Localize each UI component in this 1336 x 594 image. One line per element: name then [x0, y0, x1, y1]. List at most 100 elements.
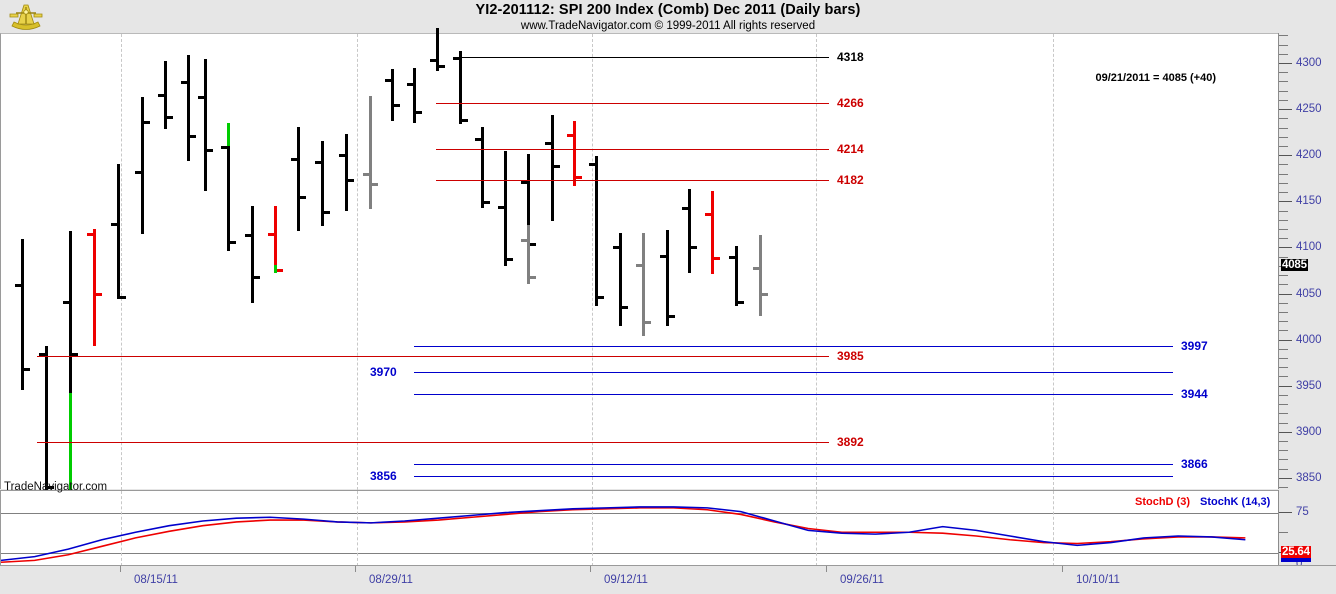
price-tick-4300 [1279, 63, 1292, 64]
stochastic-pane[interactable] [0, 490, 1279, 566]
bar-open-tick [407, 83, 413, 86]
bar-range [251, 206, 254, 303]
level-label-4182: 4182 [837, 173, 864, 187]
level-line-3970[interactable] [414, 372, 1173, 373]
price-tick-4150 [1279, 201, 1292, 203]
level-label-3856: 3856 [370, 469, 397, 483]
bar-close-tick [96, 293, 102, 296]
price-minor-tick [1279, 348, 1288, 350]
legend-stochd[interactable]: StochD (3) [1135, 496, 1190, 508]
bar-open-tick [545, 142, 551, 145]
bar-range [321, 141, 324, 226]
gridline-0 [121, 34, 122, 490]
price-minor-tick [1279, 358, 1288, 360]
ind-gridline-4 [1053, 491, 1054, 566]
stochastic-curves [1, 491, 1279, 566]
price-axis[interactable]: 4300 4250 4200 4150 4100 4050 4000 3950 3900 3850… [1278, 33, 1336, 516]
price-tick-3850 [1279, 477, 1292, 479]
price-minor-tick [1279, 182, 1288, 184]
bar-range [93, 229, 96, 346]
bar-close-tick [72, 353, 78, 356]
price-tick-4050 [1279, 293, 1292, 295]
bar-close-tick [622, 306, 628, 309]
bar-range [297, 127, 300, 231]
price-minor-tick [1279, 81, 1288, 83]
level-line-3997[interactable] [414, 346, 1173, 347]
price-minor-tick [1279, 413, 1288, 415]
price-minor-tick [1279, 459, 1288, 461]
level-line-3944[interactable] [414, 394, 1173, 395]
price-minor-tick [1279, 53, 1288, 55]
level-label-3892: 3892 [837, 435, 864, 449]
gridline-4 [1053, 34, 1054, 490]
bar-close-tick [324, 211, 330, 214]
date-axis[interactable]: 08/15/11 08/29/11 09/12/11 09/26/11 10/10/11 [0, 565, 1336, 594]
ind-tick-75 [1279, 512, 1292, 513]
bar-close-tick [530, 276, 536, 279]
bar-range [759, 235, 762, 316]
bar-close-tick [300, 196, 306, 199]
level-label-3944: 3944 [1181, 387, 1208, 401]
stoch-line [1, 507, 1245, 560]
level-line-3866[interactable] [414, 464, 1173, 465]
page-title: YI2-201112: SPI 200 Index (Comb) Dec 201… [475, 2, 861, 18]
price-minor-tick [1279, 44, 1288, 46]
level-line-4266[interactable] [436, 103, 829, 104]
price-minor-tick [1279, 376, 1288, 378]
bar-range [274, 206, 277, 273]
bar-open-tick [636, 264, 642, 267]
gridline-3 [816, 34, 817, 490]
stoch-level-75 [1, 513, 1279, 514]
bar-close-tick [462, 119, 468, 122]
price-tick-3950 [1279, 385, 1292, 387]
bar-range [595, 156, 598, 306]
level-line-4318[interactable] [456, 57, 829, 58]
price-minor-tick [1279, 228, 1288, 230]
bar-open-tick [498, 206, 504, 209]
level-label-3970: 3970 [370, 365, 397, 379]
level-label-4318: 4318 [837, 50, 864, 64]
date-label-1: 08/29/11 [369, 574, 413, 586]
ind-label-0: 0 [1296, 558, 1303, 570]
gridline-2 [592, 34, 593, 490]
bar-open-tick [268, 233, 274, 236]
price-chart-pane[interactable]: 4318 4266 4214 4182 3997 3985 3970 3944 3892 3866… [0, 28, 1278, 490]
level-line-4214[interactable] [436, 149, 829, 150]
price-label-4300: 4300 [1296, 57, 1322, 69]
bar-close-tick [738, 301, 744, 304]
ind-gridline-2 [592, 491, 593, 566]
level-line-3856[interactable] [414, 476, 1173, 477]
indicator-axis[interactable]: 75 0 25.64 [1278, 490, 1336, 570]
date-label-2: 09/12/11 [604, 574, 648, 586]
bar-close-tick [530, 243, 536, 246]
bar-close-tick [48, 486, 54, 489]
bar-open-tick [315, 161, 321, 164]
ind-gridline-3 [816, 491, 817, 566]
bar-range [413, 68, 416, 123]
price-tick-4100 [1279, 247, 1292, 249]
bar-open-tick [39, 353, 45, 356]
bar-range [141, 97, 144, 234]
level-line-4182[interactable] [436, 180, 829, 181]
level-line-3985[interactable] [37, 356, 829, 357]
bar-close-tick [394, 104, 400, 107]
level-line-3892[interactable] [37, 442, 829, 443]
bar-close-tick [576, 176, 582, 179]
bar-open-tick [111, 223, 117, 226]
level-label-3997: 3997 [1181, 339, 1208, 353]
bar-open-tick [198, 96, 204, 99]
bar-close-tick [24, 368, 30, 371]
price-minor-tick [1279, 238, 1288, 240]
price-minor-tick [1279, 192, 1288, 194]
gridline-1 [357, 34, 358, 490]
price-label-4150: 4150 [1296, 195, 1322, 208]
price-minor-tick [1279, 256, 1288, 258]
price-minor-tick [1279, 164, 1288, 166]
bar-range [527, 154, 530, 249]
bar-close-tick [645, 321, 651, 324]
bar-close-tick [167, 116, 173, 119]
bar-close-tick [254, 276, 260, 279]
legend-stochk[interactable]: StochK (14,3) [1200, 496, 1271, 508]
sextant-logo-icon [9, 4, 43, 30]
bar-range [187, 55, 190, 161]
